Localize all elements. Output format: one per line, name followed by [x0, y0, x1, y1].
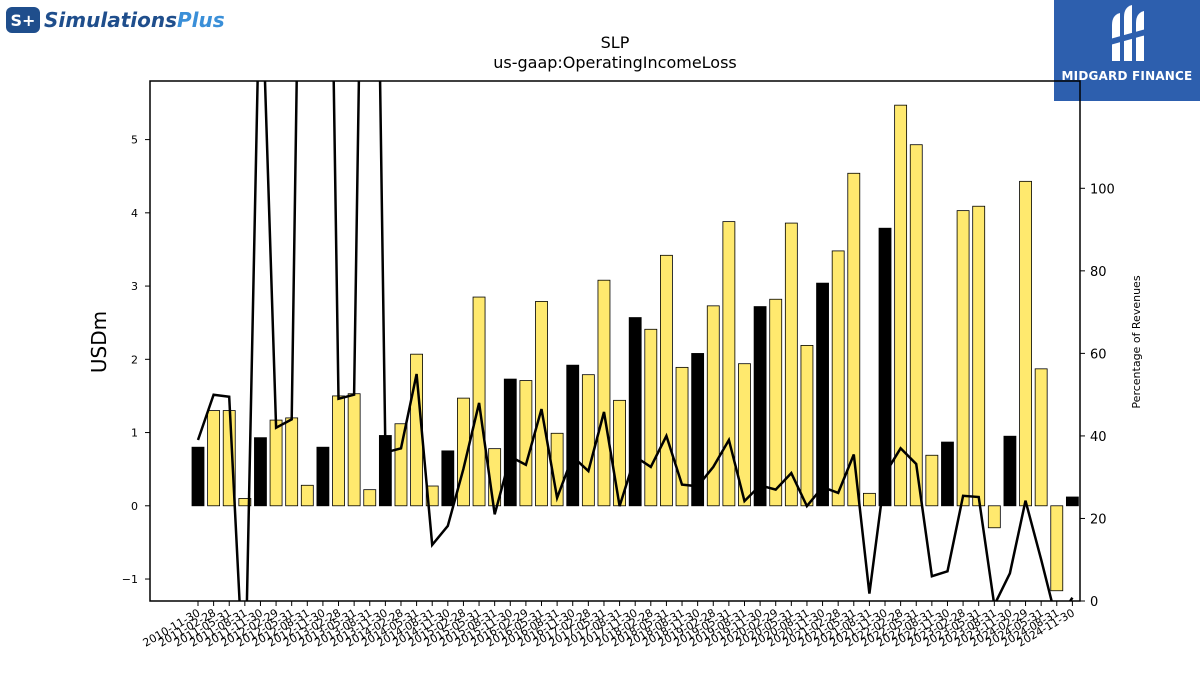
bar-2021-08-31 — [863, 492, 876, 507]
y-tick-label: 0 — [131, 500, 138, 513]
bar-2015-11-30 — [503, 378, 517, 507]
logo-word-plus: Plus — [177, 8, 225, 32]
bar-2010-11-30 — [191, 446, 205, 507]
bar-2022-11-30 — [941, 441, 954, 507]
y2-tick-label: 80 — [1090, 265, 1107, 280]
logo-word-simulations: Simulations — [44, 8, 177, 32]
logo-badge: S+ — [6, 7, 40, 33]
bar-2018-02-28 — [644, 328, 658, 507]
bar-2019-02-28 — [706, 305, 720, 507]
bar-2020-08-31 — [800, 344, 814, 507]
logo-wordmark: SimulationsPlus — [44, 8, 225, 32]
y2-tick-label: 40 — [1090, 430, 1107, 445]
bar-2011-02-28 — [207, 410, 221, 507]
bar-2017-02-28 — [581, 374, 595, 507]
bar-2018-08-31 — [675, 366, 689, 507]
y-tick-label: 3 — [131, 280, 138, 293]
y-tick-label: 1 — [131, 427, 138, 440]
y2-tick-label: 100 — [1090, 182, 1115, 197]
bar-2024-02-29 — [1019, 180, 1032, 507]
bar-2020-05-31 — [784, 222, 798, 507]
bar-2018-11-30 — [691, 353, 705, 507]
bar-2024-05-31 — [1034, 368, 1048, 507]
bar-2014-11-30 — [441, 450, 455, 507]
bar-2022-05-31 — [909, 144, 923, 507]
bar-2011-08-31 — [238, 498, 252, 507]
bar-2018-05-31 — [660, 254, 673, 507]
bar-2017-11-30 — [628, 317, 642, 507]
bar-2023-02-28 — [956, 210, 970, 507]
bar-2023-08-31 — [987, 505, 1001, 529]
bar-2011-11-30 — [254, 437, 267, 507]
bar-2020-02-29 — [769, 298, 783, 507]
bar-2022-08-31 — [925, 454, 939, 507]
bar-2021-11-30 — [878, 227, 892, 507]
plot-area: −10123450204060801002010-11-302011-02-28… — [122, 80, 1115, 650]
y2-tick-label: 60 — [1090, 347, 1107, 362]
midgard-mark-icon — [1110, 5, 1146, 61]
bar-2013-05-31 — [347, 393, 361, 507]
bar-2016-05-31 — [535, 301, 548, 507]
midgard-finance-logo: MIDGARD FINANCE — [1054, 0, 1200, 101]
bar-2021-02-28 — [831, 250, 845, 507]
bar-2023-05-31 — [972, 205, 986, 507]
bar-2019-05-31 — [722, 221, 736, 507]
bar-2022-02-28 — [894, 104, 908, 507]
bar-2023-11-30 — [1003, 435, 1017, 507]
bar-2014-02-28 — [394, 423, 408, 507]
bar-2016-02-29 — [519, 380, 533, 507]
y-axis-label: USDm — [87, 311, 111, 373]
bar-2013-02-28 — [332, 395, 345, 507]
y-tick-label: 4 — [131, 207, 138, 220]
y2-axis-label: Percentage of Revenues — [1130, 275, 1143, 408]
chart-title: SLP — [601, 33, 630, 52]
y-tick-label: 5 — [131, 134, 138, 147]
bar-2015-05-31 — [472, 296, 486, 507]
plot-frame — [149, 80, 1081, 602]
y2-tick-label: 20 — [1090, 512, 1107, 527]
midgard-finance-text: MIDGARD FINANCE — [1061, 69, 1193, 83]
pct-revenue-line — [196, 81, 1074, 601]
bar-2021-05-31 — [847, 172, 861, 507]
bar-2019-11-30 — [753, 306, 767, 507]
y-tick-label: 2 — [131, 353, 138, 366]
bar-2019-08-31 — [738, 363, 751, 507]
y2-tick-label: 0 — [1090, 595, 1098, 610]
bar-2012-02-29 — [269, 419, 283, 507]
bar-2024-08-31 — [1050, 505, 1064, 592]
bar-2013-08-31 — [363, 489, 377, 507]
bar-2016-11-30 — [566, 364, 580, 507]
bar-2020-11-30 — [816, 282, 829, 507]
chart-subtitle: us-gaap:OperatingIncomeLoss — [493, 53, 737, 72]
simulations-plus-logo: S+ SimulationsPlus — [6, 6, 225, 34]
bar-2017-05-31 — [597, 279, 611, 507]
bar-2012-05-31 — [285, 417, 299, 507]
bar-2012-11-30 — [316, 446, 330, 507]
y-tick-label: −1 — [122, 573, 138, 586]
bar-2012-08-31 — [300, 484, 314, 507]
bar-2024-11-30 — [1065, 496, 1079, 507]
